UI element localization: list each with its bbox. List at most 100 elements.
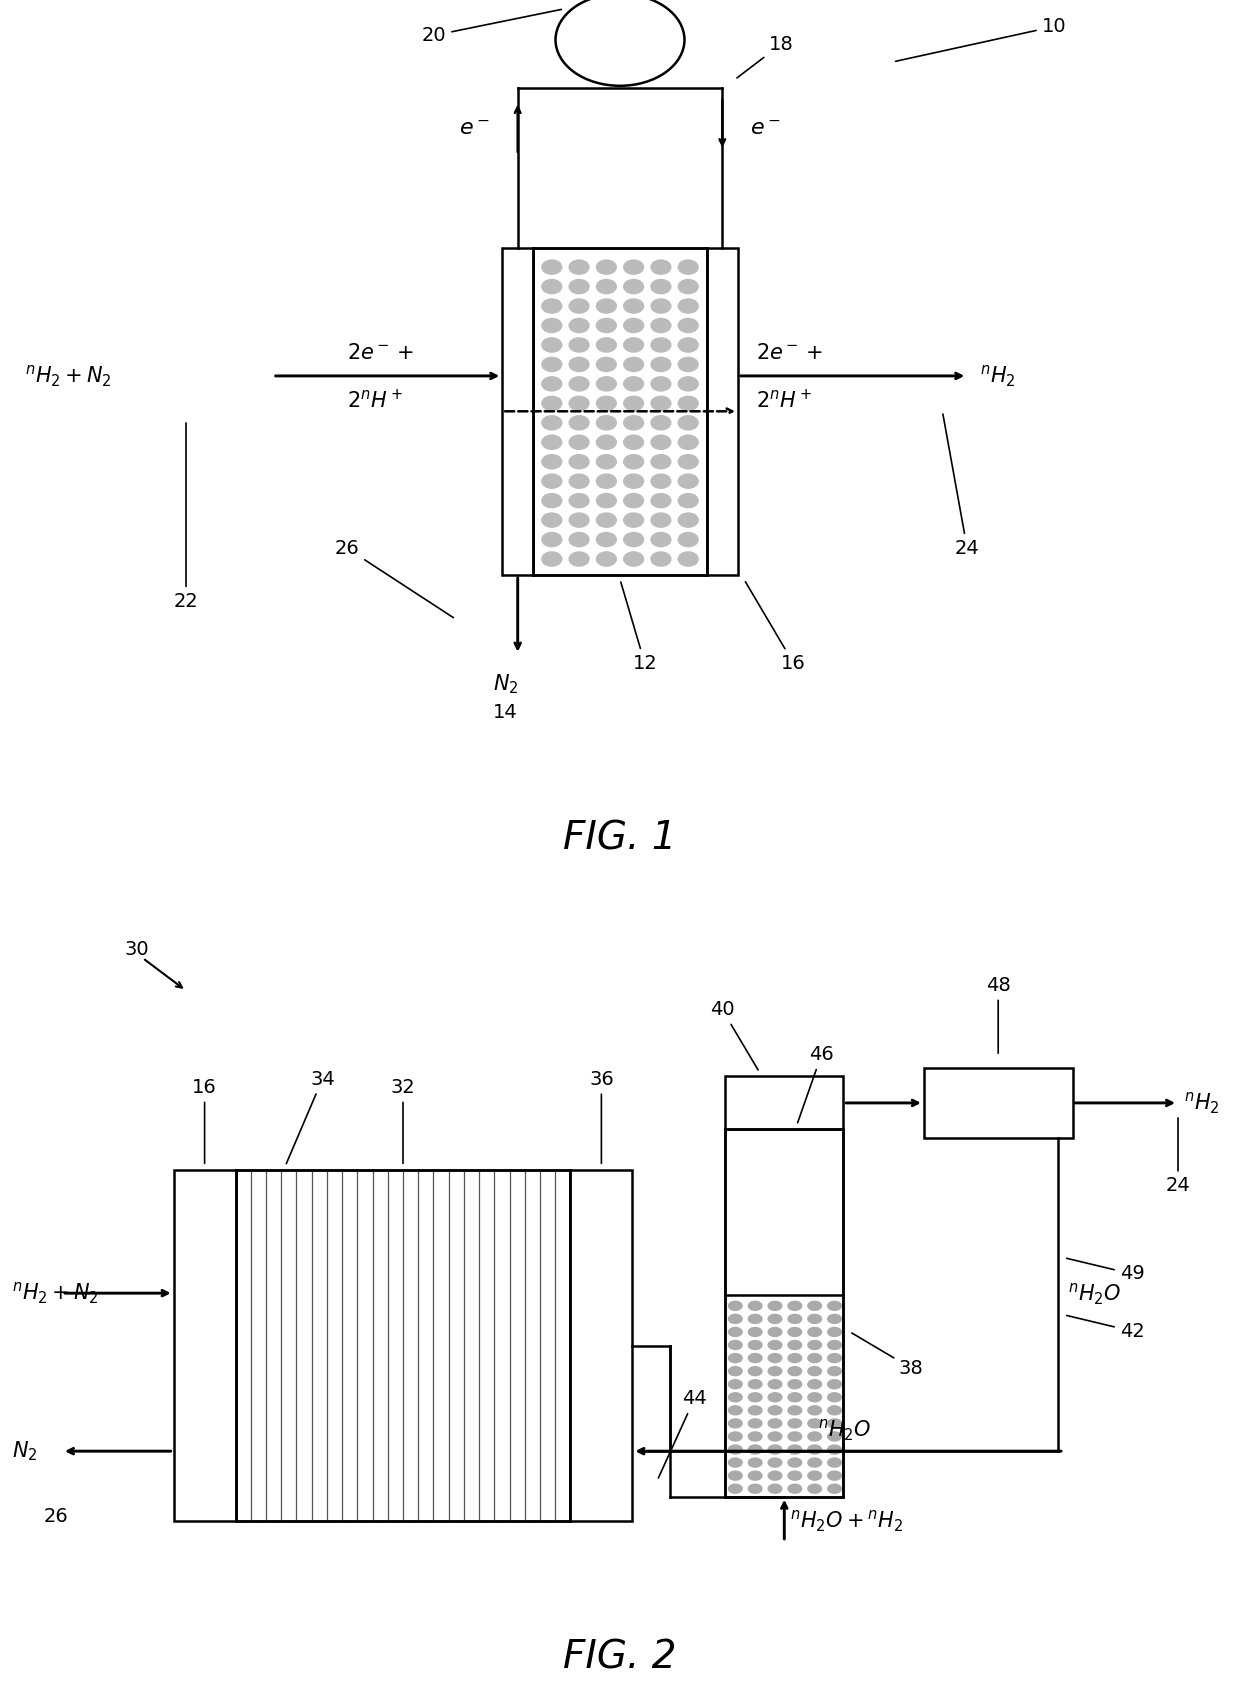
Circle shape [624, 551, 644, 566]
Text: 40: 40 [711, 1000, 758, 1070]
Bar [174, 1170, 236, 1521]
Bar [707, 248, 738, 575]
Text: 36: 36 [589, 1070, 614, 1163]
Circle shape [768, 1354, 782, 1363]
Circle shape [542, 396, 562, 410]
Circle shape [828, 1380, 842, 1388]
Circle shape [789, 1327, 802, 1337]
Circle shape [624, 260, 644, 274]
Circle shape [569, 279, 589, 294]
Circle shape [624, 338, 644, 352]
Circle shape [748, 1419, 761, 1427]
Circle shape [678, 551, 698, 566]
Circle shape [542, 435, 562, 449]
Circle shape [678, 475, 698, 488]
Circle shape [748, 1432, 761, 1441]
Circle shape [596, 435, 616, 449]
Bar [533, 248, 707, 575]
Circle shape [748, 1393, 761, 1402]
Circle shape [808, 1354, 822, 1363]
Circle shape [768, 1366, 782, 1376]
Circle shape [728, 1471, 742, 1480]
Circle shape [542, 378, 562, 391]
Circle shape [624, 318, 644, 333]
Text: 24: 24 [942, 413, 980, 558]
Circle shape [596, 532, 616, 546]
Circle shape [789, 1366, 802, 1376]
Circle shape [808, 1327, 822, 1337]
Text: 34: 34 [286, 1070, 335, 1163]
Text: $2e^- +$: $2e^- +$ [756, 342, 823, 362]
Circle shape [808, 1405, 822, 1415]
Circle shape [828, 1432, 842, 1441]
Circle shape [624, 493, 644, 507]
Circle shape [789, 1446, 802, 1454]
Circle shape [569, 318, 589, 333]
Circle shape [678, 415, 698, 430]
Text: $2^nH^+$: $2^nH^+$ [756, 390, 812, 412]
Text: 38: 38 [852, 1334, 924, 1378]
Text: 14: 14 [494, 703, 517, 721]
Circle shape [789, 1485, 802, 1493]
Circle shape [728, 1446, 742, 1454]
Circle shape [542, 338, 562, 352]
Circle shape [678, 493, 698, 507]
Circle shape [542, 551, 562, 566]
Text: 10: 10 [895, 17, 1066, 61]
Circle shape [828, 1485, 842, 1493]
Text: 12: 12 [621, 582, 657, 674]
Text: 26: 26 [43, 1507, 68, 1526]
Circle shape [728, 1485, 742, 1493]
Circle shape [828, 1405, 842, 1415]
Circle shape [569, 532, 589, 546]
Text: $^nH_2O$: $^nH_2O$ [818, 1417, 872, 1442]
Circle shape [808, 1366, 822, 1376]
Circle shape [789, 1393, 802, 1402]
Text: 30: 30 [124, 941, 149, 959]
Circle shape [678, 299, 698, 313]
Bar [533, 248, 707, 575]
Circle shape [748, 1405, 761, 1415]
Bar [725, 1077, 843, 1129]
Circle shape [748, 1354, 761, 1363]
Text: $^nH_2O$: $^nH_2O$ [1068, 1281, 1121, 1306]
Circle shape [828, 1354, 842, 1363]
Circle shape [768, 1485, 782, 1493]
Circle shape [808, 1393, 822, 1402]
Circle shape [651, 415, 671, 430]
Circle shape [768, 1327, 782, 1337]
Circle shape [542, 514, 562, 527]
Text: 22: 22 [174, 424, 198, 611]
Circle shape [542, 357, 562, 371]
Text: 18: 18 [737, 34, 794, 78]
Circle shape [789, 1432, 802, 1441]
Circle shape [651, 435, 671, 449]
Bar [924, 1068, 1073, 1138]
Circle shape [678, 338, 698, 352]
Circle shape [768, 1315, 782, 1323]
Text: $^nH_2 + N_2$: $^nH_2 + N_2$ [25, 362, 112, 390]
Bar [725, 1129, 843, 1497]
Circle shape [596, 475, 616, 488]
Circle shape [624, 435, 644, 449]
Circle shape [808, 1340, 822, 1349]
Circle shape [808, 1446, 822, 1454]
Bar [725, 1129, 843, 1497]
Circle shape [569, 357, 589, 371]
Text: $^nH_2$: $^nH_2$ [980, 362, 1016, 390]
Circle shape [808, 1419, 822, 1427]
Circle shape [828, 1327, 842, 1337]
Bar [236, 1170, 570, 1521]
Circle shape [678, 378, 698, 391]
Circle shape [748, 1458, 761, 1466]
Circle shape [789, 1354, 802, 1363]
Circle shape [569, 551, 589, 566]
Text: 32: 32 [391, 1078, 415, 1163]
Circle shape [651, 338, 671, 352]
Circle shape [542, 493, 562, 507]
Circle shape [569, 260, 589, 274]
Circle shape [542, 454, 562, 469]
Circle shape [678, 454, 698, 469]
Circle shape [808, 1432, 822, 1441]
Circle shape [651, 454, 671, 469]
